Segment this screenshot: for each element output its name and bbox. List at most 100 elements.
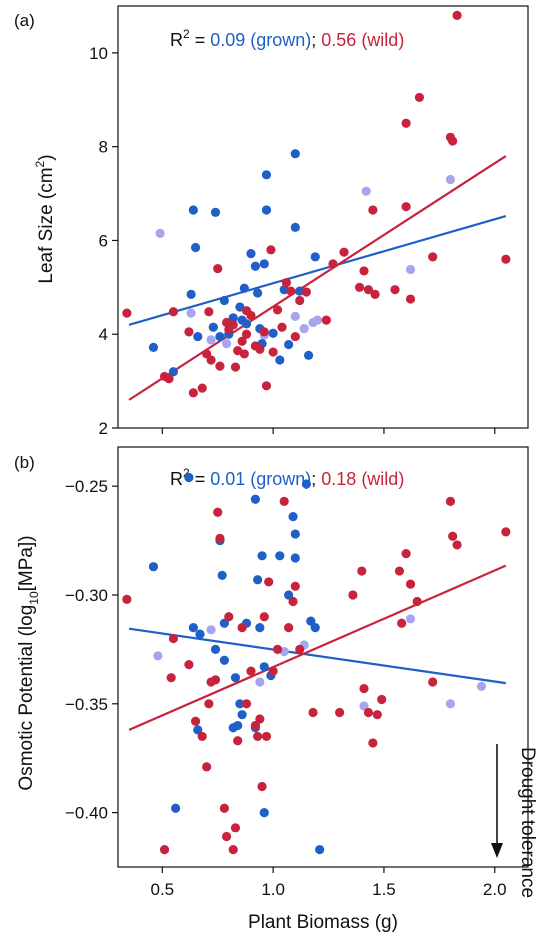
data-point-grown bbox=[290, 149, 300, 159]
y-tick-label: −0.25 bbox=[65, 477, 108, 496]
data-point-wild bbox=[335, 707, 345, 718]
r2-grown-value: 0.09 (grown) bbox=[210, 30, 311, 50]
data-point-grown bbox=[310, 623, 320, 633]
y-label-end: [MPa]) bbox=[16, 535, 37, 591]
r2-separator: ; bbox=[311, 469, 321, 489]
y-tick-label: 10 bbox=[89, 44, 108, 63]
data-point-wild bbox=[363, 285, 374, 295]
y-tick-label: −0.40 bbox=[65, 804, 108, 823]
data-point-wild bbox=[166, 673, 176, 683]
data-point-wild bbox=[501, 254, 511, 264]
data-point-wild bbox=[452, 10, 462, 20]
data-point-wild bbox=[264, 577, 274, 587]
data-point-grown bbox=[230, 673, 241, 683]
panel-b-osmotic-potential: (b) R2 = 0.01 (grown); 0.18 (wild) Osmot… bbox=[14, 446, 537, 933]
data-point-wild bbox=[295, 295, 305, 306]
data-point-grown bbox=[184, 472, 194, 483]
data-point-grown-light bbox=[290, 311, 300, 322]
data-point-wild bbox=[405, 294, 416, 304]
data-point-wild bbox=[372, 710, 382, 720]
data-point-grown bbox=[148, 342, 159, 352]
data-point-grown bbox=[250, 261, 261, 271]
x-tick-label: 2.0 bbox=[483, 880, 507, 899]
data-point-wild bbox=[213, 507, 223, 517]
y-tick-label: 2 bbox=[99, 419, 108, 438]
data-point-wild bbox=[228, 320, 238, 330]
data-point-grown-light bbox=[359, 701, 369, 711]
data-point-grown bbox=[255, 623, 265, 633]
data-point-wild bbox=[206, 355, 216, 365]
data-point-wild bbox=[452, 540, 462, 550]
data-point-wild bbox=[204, 307, 214, 317]
data-point-wild bbox=[448, 531, 458, 541]
r2-equals: = bbox=[190, 30, 211, 50]
data-point-wild bbox=[339, 247, 349, 257]
data-point-wild bbox=[368, 738, 378, 748]
data-point-wild bbox=[190, 716, 201, 726]
data-point-wild bbox=[241, 699, 252, 709]
r2-wild-value: 0.18 (wild) bbox=[321, 469, 404, 489]
data-point-grown-light bbox=[255, 677, 265, 687]
data-point-wild bbox=[253, 731, 263, 742]
data-point-grown-light bbox=[206, 335, 216, 345]
data-point-wild bbox=[246, 666, 256, 676]
data-point-wild bbox=[405, 579, 416, 589]
y-tick-label: 8 bbox=[99, 138, 108, 157]
y-label-sub: 10 bbox=[27, 591, 41, 605]
data-point-grown bbox=[261, 170, 272, 180]
r2-wild-value: 0.56 (wild) bbox=[321, 30, 404, 50]
data-point-grown bbox=[310, 252, 320, 262]
x-axis-label: Plant Biomass (g) bbox=[248, 912, 398, 933]
data-point-grown-light bbox=[445, 699, 456, 709]
data-point-wild bbox=[261, 381, 272, 391]
data-point-grown-light bbox=[155, 228, 165, 239]
data-point-wild bbox=[259, 327, 269, 337]
data-point-wild bbox=[122, 308, 132, 318]
r2-separator: ; bbox=[311, 30, 321, 50]
data-point-grown bbox=[290, 529, 300, 539]
data-point-wild bbox=[257, 781, 267, 792]
data-point-wild bbox=[197, 383, 207, 393]
x-tick-label: 1.5 bbox=[372, 880, 396, 899]
data-point-wild bbox=[259, 612, 269, 622]
y-tick-label: −0.35 bbox=[65, 695, 108, 714]
panel-b-frame bbox=[117, 446, 529, 868]
data-point-wild bbox=[359, 266, 369, 276]
data-point-wild bbox=[401, 118, 411, 128]
data-point-wild bbox=[377, 694, 387, 705]
data-point-wild bbox=[168, 633, 179, 644]
data-point-grown bbox=[219, 655, 229, 665]
panel-a-leaf-size: (a) R2 = 0.09 (grown); 0.56 (wild) Leaf … bbox=[14, 5, 529, 438]
x-tick-label: 1.0 bbox=[261, 880, 285, 899]
r2-grown-value: 0.01 (grown) bbox=[210, 469, 311, 489]
data-point-wild bbox=[233, 736, 243, 746]
data-point-wild bbox=[168, 307, 179, 317]
data-point-grown bbox=[315, 844, 325, 855]
data-point-grown bbox=[193, 725, 203, 735]
data-point-grown bbox=[288, 512, 298, 522]
data-point-grown bbox=[259, 807, 269, 818]
data-point-wild bbox=[228, 844, 238, 855]
data-point-wild bbox=[246, 310, 256, 321]
r2-equals: = bbox=[190, 469, 211, 489]
data-point-wild bbox=[397, 618, 407, 628]
data-point-wild bbox=[266, 245, 276, 255]
data-point-wild bbox=[414, 92, 425, 103]
data-point-wild bbox=[501, 527, 511, 537]
data-point-wild bbox=[308, 707, 318, 718]
data-point-wild bbox=[122, 594, 132, 604]
panel-b-axis-ticks: −0.25 −0.30 −0.35 −0.40 0.5 1.0 1.5 2.0 bbox=[65, 477, 507, 899]
data-point-grown bbox=[215, 331, 225, 342]
data-point-wild bbox=[279, 496, 289, 507]
data-point-wild bbox=[219, 803, 229, 813]
r2-prefix: R bbox=[170, 30, 183, 50]
data-point-wild bbox=[188, 388, 198, 398]
data-point-wild bbox=[215, 361, 225, 371]
data-point-wild bbox=[164, 374, 174, 384]
data-point-grown-light bbox=[445, 174, 456, 185]
data-point-grown-light bbox=[476, 681, 487, 691]
data-point-wild bbox=[272, 305, 283, 315]
data-point-grown bbox=[228, 313, 238, 323]
panel-a-frame bbox=[117, 5, 529, 429]
